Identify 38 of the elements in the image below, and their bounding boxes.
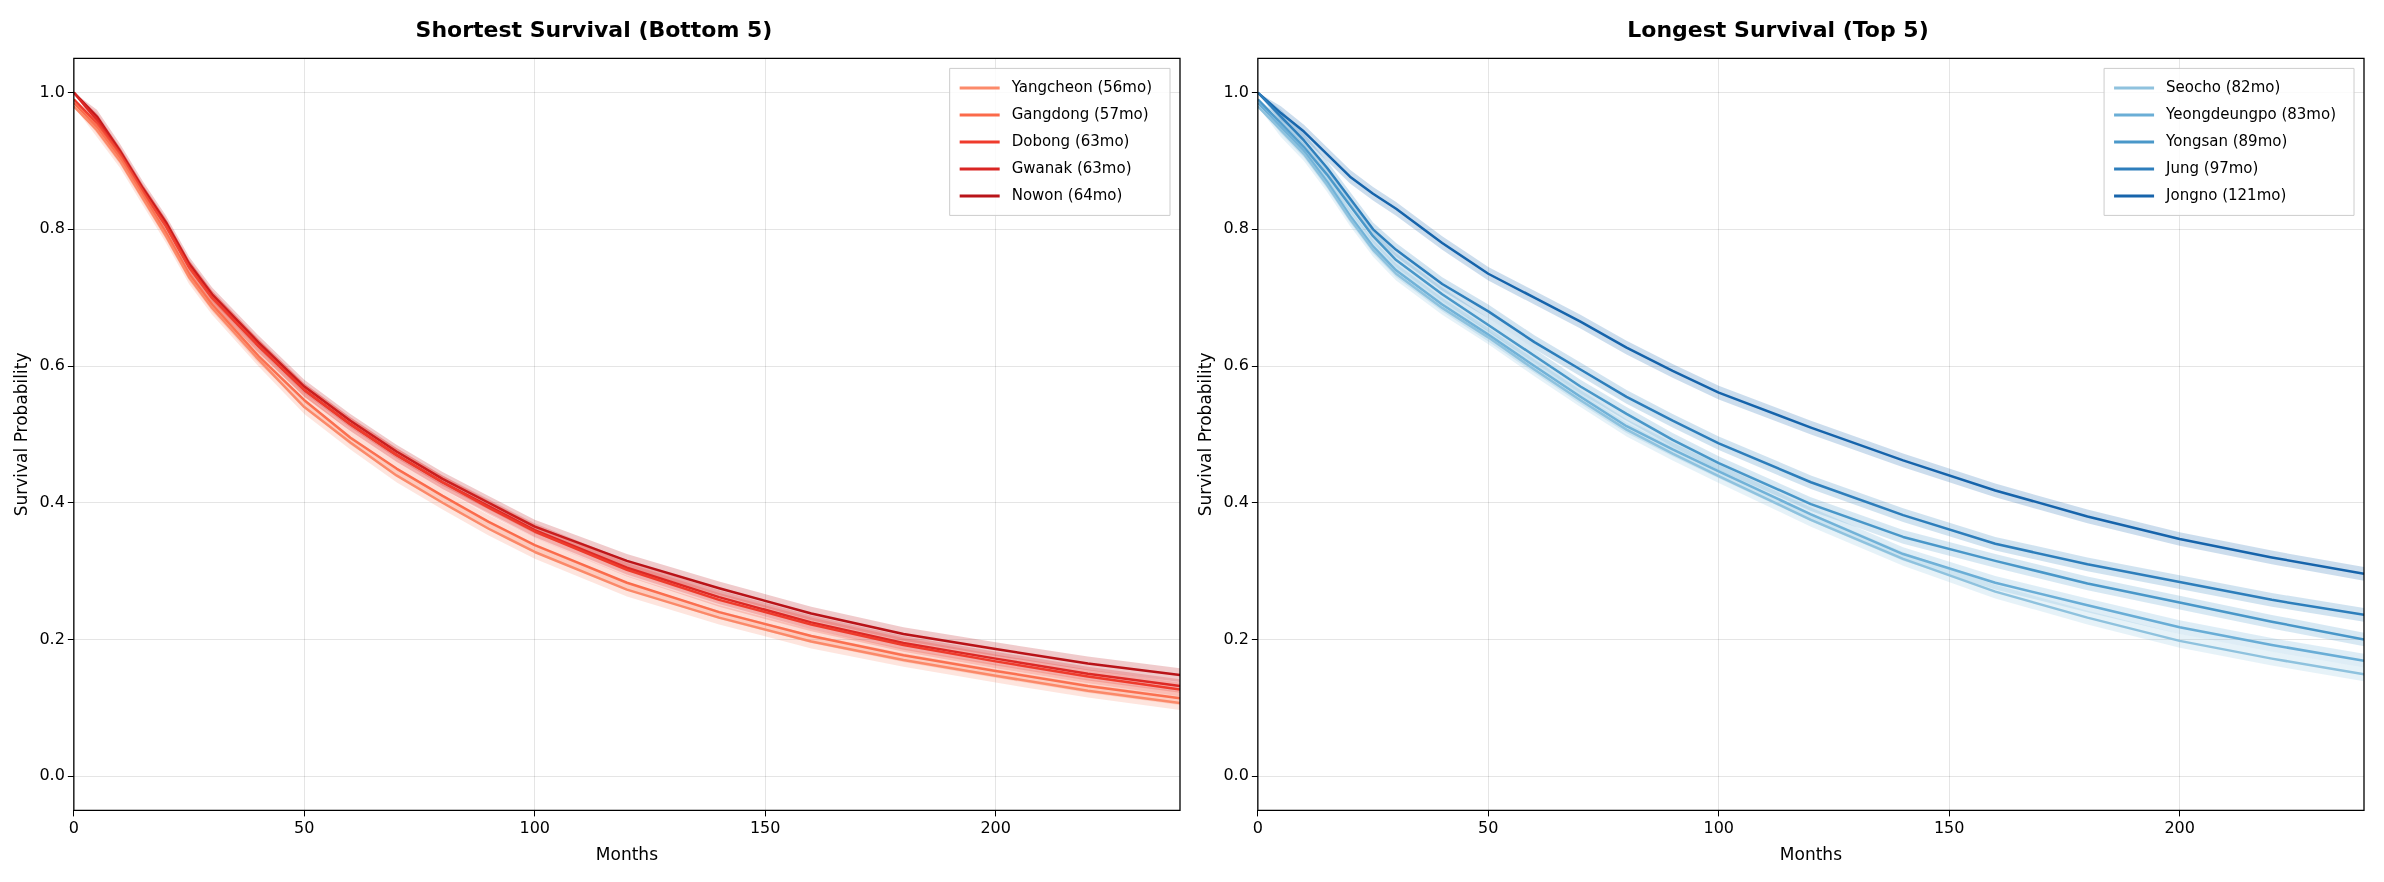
y-tick-label: 1.0 (39, 81, 65, 101)
legend-label: Nowon (64mo) (1011, 185, 1123, 204)
chart-title: Longest Survival (Top 5) (1627, 16, 1929, 42)
y-tick-label: 0.0 (39, 765, 65, 785)
y-tick-label: 0.4 (39, 491, 65, 511)
legend-label: Gwanak (63mo) (1011, 158, 1132, 177)
legend-label: Yeongdeungpo (83mo) (2165, 104, 2336, 123)
x-tick-label: 50 (294, 818, 315, 838)
y-tick-label: 0.2 (1223, 628, 1249, 648)
legend-label: Yongsan (89mo) (2165, 131, 2288, 150)
x-tick-label: 150 (1933, 818, 1965, 838)
x-tick-label: 0 (68, 818, 79, 838)
x-axis-title: Months (595, 844, 659, 865)
y-tick-label: 0.4 (1223, 491, 1249, 511)
legend-label: Seocho (82mo) (2166, 77, 2281, 96)
x-tick-label: 100 (1703, 818, 1735, 838)
x-tick-label: 0 (1252, 818, 1263, 838)
x-tick-label: 50 (1478, 818, 1499, 838)
y-tick-label: 0.0 (1223, 765, 1249, 785)
y-tick-label: 1.0 (1223, 81, 1249, 101)
y-tick-label: 0.6 (39, 355, 65, 375)
y-tick-label: 0.8 (39, 218, 65, 238)
y-tick-label: 0.6 (1223, 355, 1249, 375)
legend-label: Jongno (121mo) (2165, 185, 2287, 204)
y-axis-title: Survival Probability (1194, 352, 1215, 517)
y-tick-label: 0.8 (1223, 218, 1249, 238)
x-tick-label: 100 (519, 818, 551, 838)
legend-label: Dobong (63mo) (1011, 131, 1130, 150)
legend-label: Jung (97mo) (2165, 158, 2259, 177)
y-axis-title: Survival Probability (10, 352, 31, 517)
x-tick-label: 150 (749, 818, 781, 838)
x-tick-label: 200 (980, 818, 1011, 838)
x-tick-label: 200 (2164, 818, 2195, 838)
x-axis-title: Months (1779, 844, 1843, 865)
y-tick-label: 0.2 (39, 628, 65, 648)
legend-label: Yangcheon (56mo) (1010, 77, 1153, 96)
chart-title: Shortest Survival (Bottom 5) (415, 16, 773, 42)
legend-label: Gangdong (57mo) (1011, 104, 1149, 123)
